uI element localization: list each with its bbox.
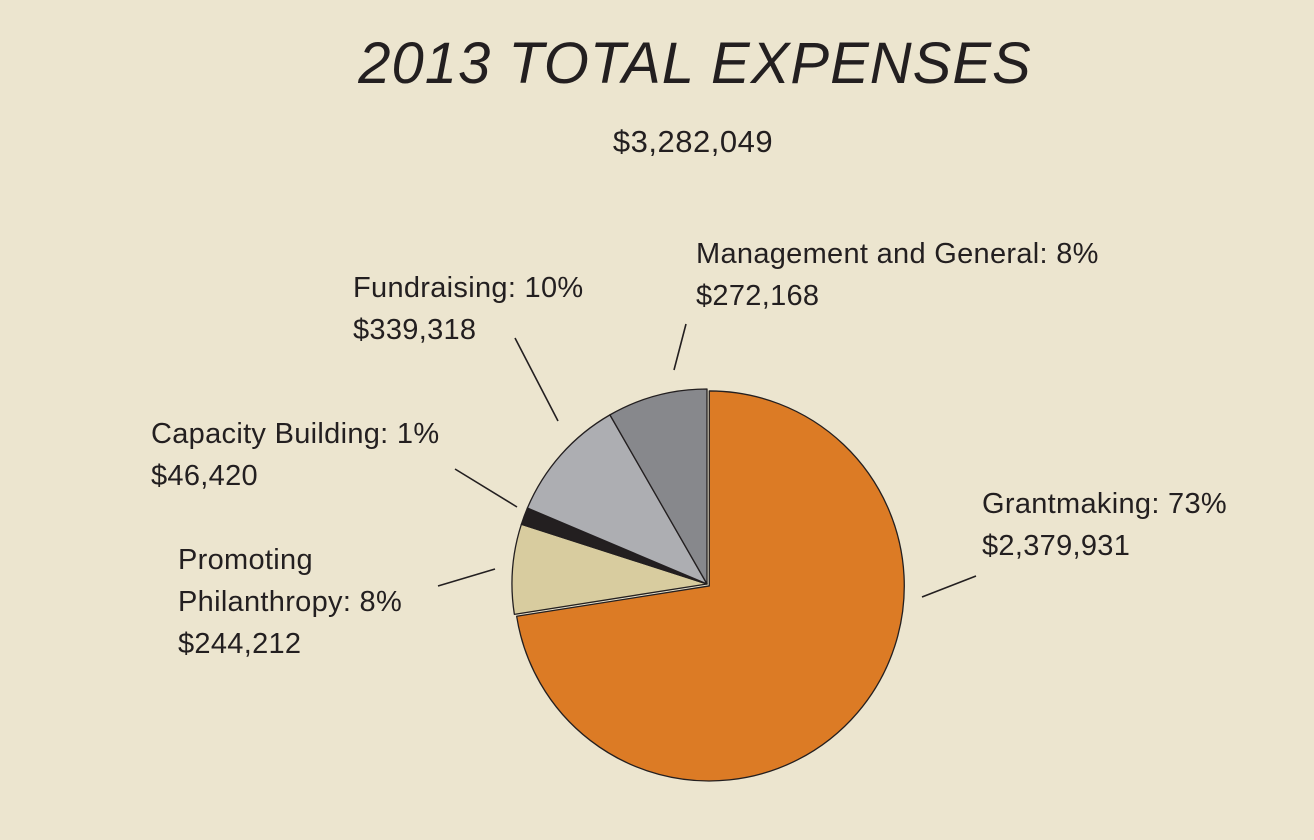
leader-line-fundraising xyxy=(514,337,559,422)
label-promoting-line-1: Promoting xyxy=(178,544,313,576)
label-management-general: Management and General: 8% $272,168 xyxy=(696,233,1099,317)
label-promoting-line-3: $244,212 xyxy=(178,628,302,660)
pie-slices xyxy=(511,388,905,782)
leader-lines xyxy=(437,323,977,598)
leader-line-promoting-philanthropy xyxy=(437,568,496,587)
label-capacity-building: Capacity Building: 1% $46,420 xyxy=(151,413,439,497)
label-capacity-line-2: $46,420 xyxy=(151,460,258,492)
label-fundraising-line-2: $339,318 xyxy=(353,314,477,346)
label-grantmaking: Grantmaking: 73% $2,379,931 xyxy=(982,483,1227,567)
label-capacity-line-1: Capacity Building: 1% xyxy=(151,418,440,450)
label-fundraising-line-1: Fundraising: 10% xyxy=(353,272,584,304)
label-management-line-2: $272,168 xyxy=(696,280,820,312)
leader-line-management-general xyxy=(673,323,687,371)
pie-slice-management-general xyxy=(609,388,708,585)
chart-subtitle: $3,282,049 xyxy=(612,124,774,159)
pie-slice-fundraising xyxy=(526,414,708,585)
leader-line-grantmaking xyxy=(921,575,977,598)
label-grantmaking-line-1: Grantmaking: 73% xyxy=(982,488,1227,520)
chart-title: 2013 TOTAL EXPENSES xyxy=(358,31,1032,96)
pie-slice-grantmaking xyxy=(516,390,905,782)
label-promoting-philanthropy: Promoting Philanthropy: 8% $244,212 xyxy=(178,539,402,665)
label-fundraising: Fundraising: 10% $339,318 xyxy=(353,267,583,351)
label-grantmaking-line-2: $2,379,931 xyxy=(982,530,1131,562)
label-promoting-line-2: Philanthropy: 8% xyxy=(178,586,403,618)
label-management-line-1: Management and General: 8% xyxy=(696,238,1099,270)
leader-line-capacity-building xyxy=(454,468,518,508)
